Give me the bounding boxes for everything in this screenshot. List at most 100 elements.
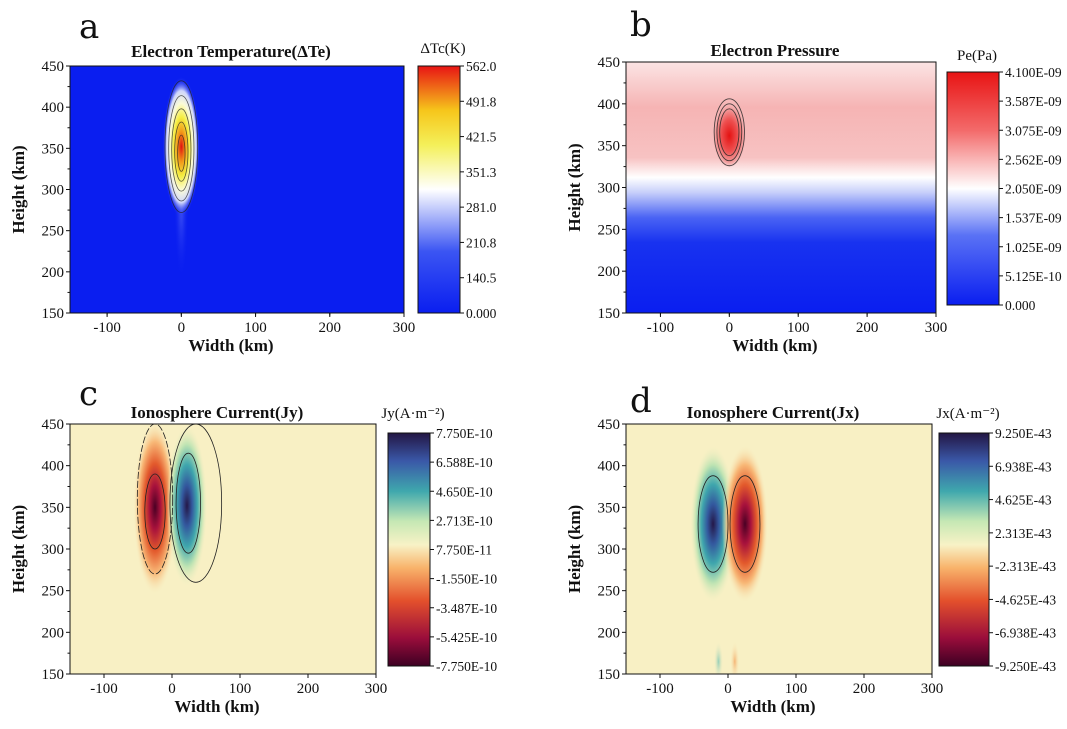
positive-lobe	[689, 444, 737, 604]
colorbar-tick-label: -6.938E-43	[995, 626, 1056, 641]
colorbar-tick-label: 6.938E-43	[995, 459, 1052, 474]
heatmap-background	[626, 62, 936, 313]
colorbar-tick-label: 4.100E-09	[1005, 65, 1062, 80]
contour-line	[716, 103, 743, 162]
x-tick-label: 0	[168, 681, 176, 697]
x-tick-label: 0	[726, 320, 734, 336]
x-axis-label: Width (km)	[732, 336, 817, 355]
y-axis-label: Height (km)	[565, 505, 584, 593]
y-tick-label: 300	[598, 181, 621, 197]
x-tick-label: 300	[365, 681, 388, 697]
colorbar-tick-label: 2.313E-43	[995, 526, 1052, 541]
y-tick-label: 200	[598, 625, 621, 641]
panel-title: Electron Temperature(ΔTe)	[131, 42, 331, 61]
y-tick-label: 350	[42, 500, 65, 516]
colorbar-tick-label: -3.487E-10	[436, 601, 497, 616]
colorbar-tick-label: -1.550E-10	[436, 572, 497, 587]
panel-c: c Ionosphere Current(Jy) -100 0 100 200 300 150…	[9, 374, 497, 716]
colorbar-tick-label: 2.050E-09	[1005, 182, 1062, 197]
panel-label: d	[630, 381, 652, 421]
contour-line	[177, 134, 186, 172]
colorbar-tick-label: 0.000	[466, 306, 497, 321]
heatmap-field	[70, 424, 376, 674]
heatmap-background	[70, 424, 376, 674]
x-axis-label: Width (km)	[188, 336, 273, 355]
x-tick-label: 100	[244, 320, 267, 336]
contour-line	[729, 475, 761, 573]
colorbar-tick-label: 4.650E-10	[436, 484, 493, 499]
panel-title: Ionosphere Current(Jx)	[687, 403, 860, 422]
colorbar-gradient	[417, 65, 461, 314]
panel-label: a	[79, 7, 99, 47]
x-tick-label: 100	[785, 681, 808, 697]
x-tick-label: 200	[297, 681, 320, 697]
panel-d: d Ionosphere Current(Jx) -100 0 100 200 300 150…	[565, 381, 1056, 716]
colorbar-title: ΔTc(K)	[420, 41, 465, 57]
colorbar-tick-label: -7.750E-10	[436, 659, 497, 674]
y-tick-label: 200	[598, 264, 621, 280]
x-axis-label: Width (km)	[174, 697, 259, 716]
colorbar-tick-label: 491.8	[466, 94, 497, 109]
colorbar-tick-label: 9.250E-43	[995, 426, 1052, 441]
contour-line	[719, 108, 740, 157]
colorbar-tick-label: 0.000	[1005, 298, 1036, 313]
colorbar-tick-label: 7.750E-11	[436, 543, 492, 558]
colorbar-title: Jx(A·m⁻²)	[936, 406, 999, 422]
panel-a: a Electron Temperature(ΔTe) -100 0 100 200 300…	[9, 7, 497, 355]
y-tick-label: 350	[598, 500, 621, 516]
y-tick-label: 350	[598, 139, 621, 155]
colorbar-gradient	[387, 432, 431, 667]
panel-label: b	[630, 5, 652, 45]
colorbar-tick-label: 7.750E-10	[436, 426, 493, 441]
y-tick-label: 400	[598, 459, 621, 475]
heatmap-field	[626, 424, 932, 674]
heatmap-field	[70, 66, 404, 313]
colorbar-tick-label: -5.425E-10	[436, 630, 497, 645]
x-tick-label: 100	[787, 320, 810, 336]
colorbar-tick-label: 2.562E-09	[1005, 152, 1062, 167]
y-tick-label: 150	[42, 306, 65, 322]
y-tick-label: 200	[42, 265, 65, 281]
colorbar-title: Jy(A·m⁻²)	[381, 406, 444, 422]
y-tick-label: 400	[42, 100, 65, 116]
colorbar-tick-label: -9.250E-43	[995, 659, 1056, 674]
colorbar: Jy(A·m⁻²) 7.750E-10 6.588E-10 4.650E-10 2.71…	[381, 406, 497, 674]
x-tick-label: 100	[229, 681, 252, 697]
contour-line	[171, 108, 192, 192]
contour-line	[175, 452, 201, 554]
pressure-peak	[712, 103, 746, 168]
y-tick-label: 450	[598, 417, 621, 433]
x-tick-label: -100	[647, 320, 675, 336]
contour-line	[697, 475, 729, 573]
x-axis-label: Width (km)	[730, 697, 815, 716]
colorbar-tick-label: 3.075E-09	[1005, 123, 1062, 138]
panel-b: b Electron Pressure -100 0 100 200 300 150 200 25…	[565, 5, 1062, 355]
x-tick-label: 200	[853, 681, 876, 697]
y-tick-label: 300	[42, 183, 65, 199]
x-tick-label: 200	[319, 320, 342, 336]
y-tick-label: 300	[598, 542, 621, 558]
y-axis-label: Height (km)	[9, 145, 28, 233]
faint-negative-lobe	[730, 640, 740, 674]
colorbar-tick-label: 1.025E-09	[1005, 240, 1062, 255]
panel-title: Electron Pressure	[711, 41, 840, 60]
x-tick-label: -100	[93, 320, 121, 336]
x-tick-label: 300	[925, 320, 948, 336]
y-tick-label: 300	[42, 542, 65, 558]
y-tick-label: 250	[42, 584, 65, 600]
y-tick-label: 250	[598, 584, 621, 600]
faint-positive-lobe	[713, 640, 724, 674]
contour-line	[174, 121, 189, 182]
colorbar: Pe(Pa) 4.100E-09 3.587E-09 3.075E-09 2.562E-…	[946, 48, 1062, 313]
colorbar: Jx(A·m⁻²) 9.250E-43 6.938E-43 4.625E-43 2.31…	[936, 406, 1056, 674]
negative-lobe	[721, 444, 769, 604]
colorbar-title: Pe(Pa)	[957, 48, 997, 64]
negative-lobe	[133, 424, 177, 595]
y-tick-label: 450	[42, 59, 65, 75]
y-tick-label: 150	[598, 306, 621, 322]
colorbar-tick-label: 562.0	[466, 59, 497, 74]
x-tick-label: -100	[90, 681, 118, 697]
y-tick-label: 250	[42, 224, 65, 240]
contour-line	[136, 424, 174, 575]
